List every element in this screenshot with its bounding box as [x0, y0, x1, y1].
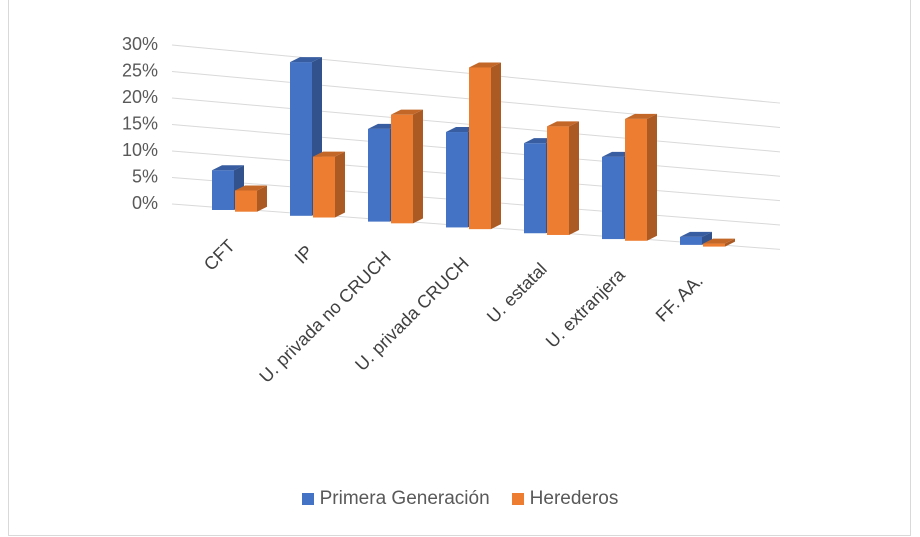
bar-top	[625, 113, 657, 119]
bar-herederos-4	[547, 126, 569, 235]
bars	[212, 57, 735, 247]
legend-label-series-1: Primera Generación	[319, 488, 490, 509]
bar-primera-0	[212, 170, 234, 210]
bar-primera-1	[290, 62, 312, 216]
bar-side	[257, 185, 267, 212]
bar-primera-5	[602, 156, 624, 240]
y-tick-label: 30%	[122, 34, 158, 54]
bar-top	[391, 109, 423, 115]
y-tick-label: 0%	[132, 193, 158, 213]
legend-item-series-2: Herederos	[511, 488, 619, 510]
bar-side	[335, 151, 345, 218]
bar-herederos-5	[625, 118, 647, 241]
y-tick-label: 10%	[122, 140, 158, 160]
chart-frame	[8, 0, 911, 536]
bar-primera-3	[446, 132, 468, 228]
bar-top	[290, 57, 322, 63]
bar-side	[647, 113, 657, 241]
legend: Primera Generación Herederos	[0, 488, 920, 510]
bar-herederos-6	[703, 243, 725, 247]
legend-swatch-series-1	[301, 493, 314, 505]
category-label-4: U. estatal	[483, 259, 551, 327]
bar-herederos-3	[469, 67, 491, 230]
bar-side	[413, 109, 423, 224]
y-tick-label: 25%	[122, 61, 158, 81]
y-tick-label: 20%	[122, 87, 158, 107]
legend-label-series-2: Herederos	[529, 488, 619, 509]
bar-top	[212, 165, 244, 171]
bar-side	[702, 231, 712, 245]
category-label-1: IP	[291, 241, 317, 267]
bar-top	[547, 121, 579, 127]
y-tick-label: 5%	[132, 167, 158, 187]
bar-herederos-2	[391, 114, 413, 224]
y-axis-ticks: 0% 5% 10% 15% 20% 25% 30%	[122, 34, 158, 213]
y-tick-label: 15%	[122, 114, 158, 134]
bar-herederos-0	[235, 190, 257, 212]
bar-herederos-1	[313, 156, 335, 218]
legend-item-series-1: Primera Generación	[301, 488, 490, 510]
bar-top	[235, 185, 267, 191]
legend-swatch-series-2	[511, 493, 524, 505]
bar-primera-4	[524, 143, 546, 234]
bar-primera-6	[680, 236, 702, 245]
bar-side	[569, 121, 579, 235]
bar-top	[680, 231, 712, 237]
category-label-6: FF. AA.	[652, 271, 707, 326]
bar-top	[313, 151, 345, 157]
bar-top	[469, 62, 501, 68]
bar-side	[491, 62, 501, 230]
category-label-0: CFT	[200, 236, 239, 275]
category-label-5: U. extranjera	[542, 264, 630, 352]
bar-primera-2	[368, 128, 390, 222]
bar-top	[703, 238, 735, 244]
bar-side	[725, 238, 735, 247]
